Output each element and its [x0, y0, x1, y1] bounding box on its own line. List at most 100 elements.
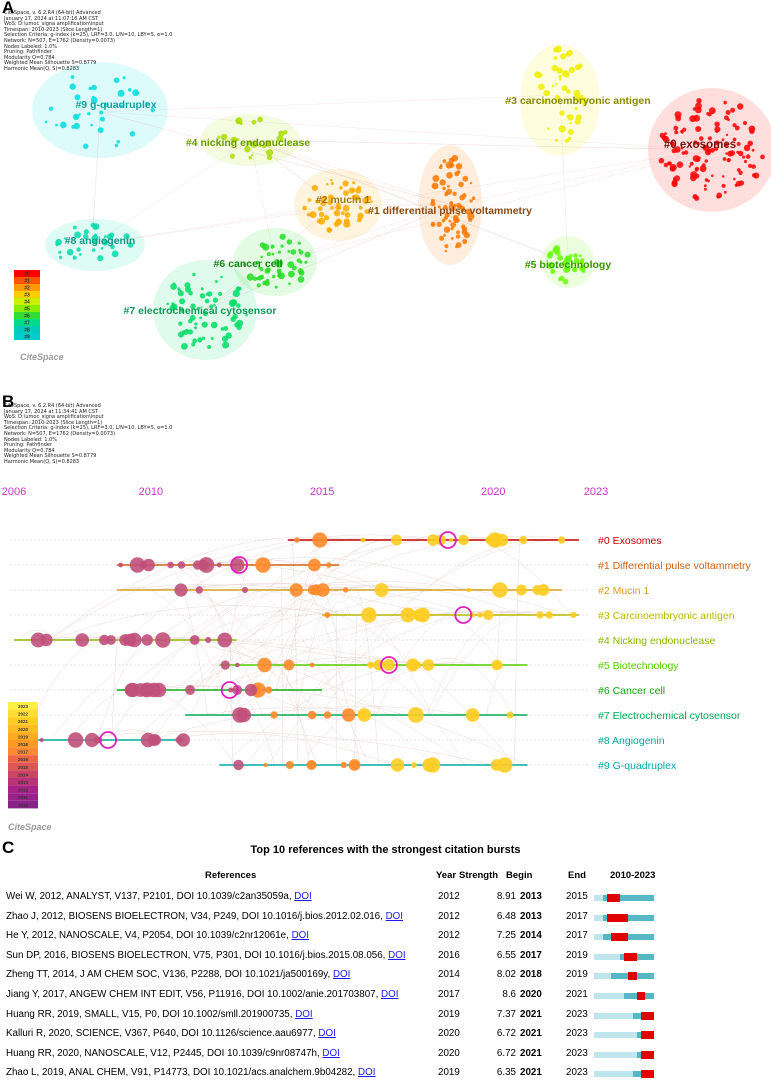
doi-link[interactable]: DOI [322, 1048, 339, 1059]
network-node [746, 154, 751, 159]
network-node [271, 245, 275, 249]
network-node [472, 196, 476, 200]
network-node [704, 188, 707, 191]
network-node [695, 103, 702, 110]
network-node [280, 245, 283, 248]
network-node [252, 120, 257, 125]
network-link [92, 150, 712, 245]
network-node [659, 158, 665, 164]
network-node [760, 155, 765, 160]
timeline-node [492, 582, 508, 598]
network-node [230, 154, 235, 159]
timeline-arc [187, 587, 515, 765]
network-node [213, 298, 218, 303]
timeline-node [142, 634, 153, 645]
network-node [91, 223, 96, 228]
network-node [331, 182, 334, 185]
network-node [278, 251, 281, 254]
network-node [705, 178, 709, 182]
timeline-node [405, 612, 411, 618]
network-node [257, 117, 263, 123]
network-node [695, 168, 699, 172]
network-node [575, 119, 581, 125]
timeline-node [536, 611, 543, 618]
network-node [723, 157, 727, 161]
network-node [677, 161, 684, 168]
network-node [468, 218, 472, 222]
year-cell: 2012 [438, 930, 460, 941]
timeline-node [264, 763, 268, 767]
citespace-logo-a: CiteSpace [20, 352, 64, 362]
doi-link[interactable]: DOI [358, 1067, 375, 1078]
network-node [298, 276, 305, 283]
doi-link[interactable]: DOI [381, 989, 398, 1000]
timeline-year-label: 2023 [584, 486, 608, 498]
timeline-node [391, 535, 402, 546]
network-node [59, 256, 62, 259]
network-node [343, 205, 350, 212]
network-node [668, 162, 672, 166]
network-node [456, 230, 460, 234]
network-node [714, 122, 719, 127]
timeline-arc [245, 612, 534, 765]
year-cell: 2012 [438, 911, 460, 922]
network-node [118, 90, 125, 97]
network-node [573, 253, 578, 258]
network-node [92, 96, 95, 99]
network-node [266, 149, 273, 156]
burst-timeline-bar [594, 895, 654, 901]
timeline-node [324, 612, 330, 618]
doi-link[interactable]: DOI [386, 911, 403, 922]
network-node [49, 107, 53, 111]
network-node [280, 234, 286, 240]
doi-link[interactable]: DOI [294, 891, 311, 902]
timeline-node [270, 711, 277, 718]
network-node [469, 199, 472, 202]
burst-timeline-bar [594, 1013, 654, 1019]
begin-cell: 2014 [520, 930, 542, 941]
network-node [297, 258, 301, 262]
timeline-node [361, 607, 376, 622]
year-cell: 2014 [438, 969, 460, 980]
network-node [552, 85, 555, 88]
network-node [92, 248, 96, 252]
doi-link[interactable]: DOI [333, 969, 350, 980]
network-node [749, 125, 756, 132]
end-cell: 2019 [566, 969, 588, 980]
doi-link[interactable]: DOI [318, 1028, 335, 1039]
network-node [464, 232, 470, 238]
begin-cell: 2021 [520, 1028, 542, 1039]
network-node [552, 248, 558, 254]
timeline-node [312, 532, 327, 547]
network-node [352, 181, 355, 184]
cluster-label: #6 cancer cell [214, 258, 283, 270]
network-node [575, 107, 578, 110]
network-node [327, 228, 332, 233]
begin-cell: 2020 [520, 989, 542, 1000]
burst-timeline-bar [594, 973, 654, 979]
network-node [726, 134, 728, 136]
year-legend-label: 2022 [18, 712, 29, 717]
doi-link[interactable]: DOI [292, 930, 309, 941]
network-node [272, 275, 276, 279]
network-node [547, 128, 550, 131]
cluster-label: #7 electrochemical cytosensor [124, 305, 277, 317]
network-node [454, 171, 459, 176]
network-node [736, 181, 742, 187]
burst-table-row: Wei W, 2012, ANALYST, V137, P2101, DOI 1… [0, 888, 771, 908]
year-cell: 2016 [438, 950, 460, 961]
network-node [292, 266, 297, 271]
doi-link[interactable]: DOI [295, 1009, 312, 1020]
network-node [733, 178, 736, 181]
timeline-node [205, 637, 211, 643]
network-node [711, 174, 714, 177]
network-node [74, 123, 80, 129]
network-node [318, 218, 325, 225]
burst-period-segment [607, 914, 628, 922]
network-node [670, 166, 676, 172]
reference-text: Kalluri R, 2020, SCIENCE, V367, P640, DO… [6, 1028, 336, 1039]
network-node [559, 110, 564, 115]
doi-link[interactable]: DOI [388, 950, 405, 961]
timeline-cluster-label: #6 Cancer cell [598, 685, 665, 697]
network-node [192, 273, 195, 276]
